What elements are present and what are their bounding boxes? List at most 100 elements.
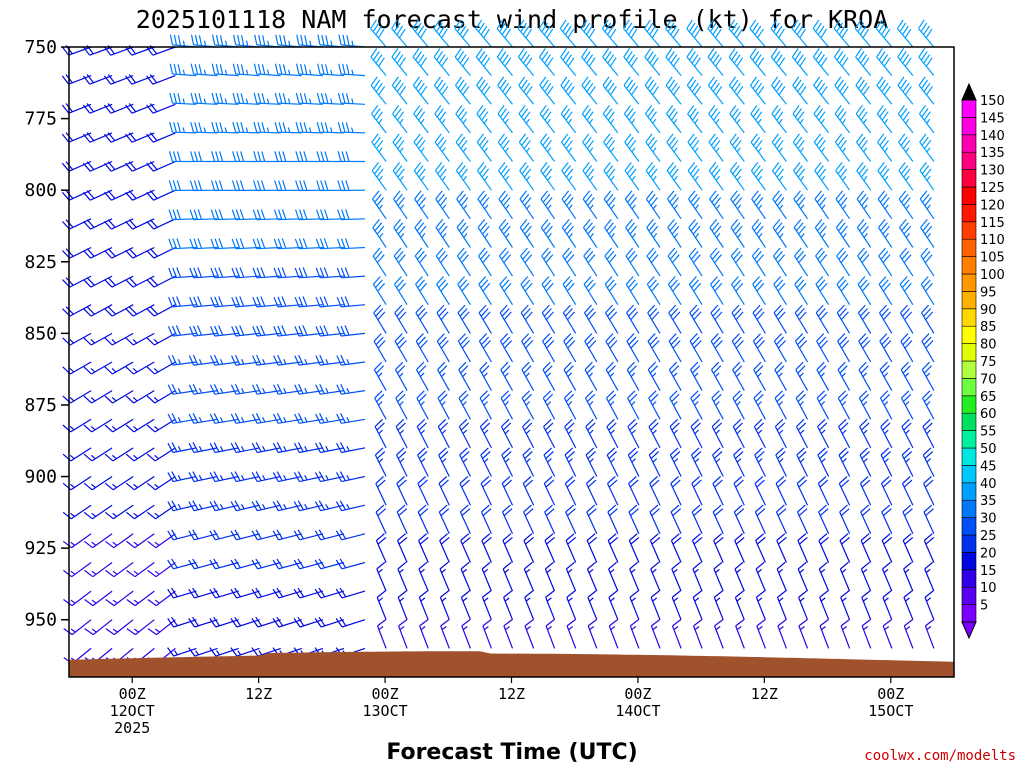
wind-barb <box>669 390 682 420</box>
wind-barb <box>752 304 766 334</box>
wind-barb <box>772 190 787 220</box>
wind-barb <box>105 590 134 607</box>
wind-barb <box>855 105 872 134</box>
wind-barb <box>211 151 239 163</box>
wind-barb <box>836 247 851 277</box>
wind-barb <box>477 162 492 191</box>
wind-barb <box>817 476 830 506</box>
wind-barb <box>230 558 260 570</box>
wind-barb <box>457 333 471 363</box>
wind-barb <box>232 92 260 105</box>
wind-barb <box>707 19 724 48</box>
wind-barb <box>713 561 724 592</box>
colorbar-label: 40 <box>980 477 997 492</box>
wind-barb <box>125 418 155 433</box>
wind-barb <box>336 238 366 250</box>
wind-barb <box>500 418 514 449</box>
wind-barb <box>209 558 239 570</box>
wind-barb <box>314 442 345 454</box>
colorbar-swatch <box>961 99 977 118</box>
wind-barb <box>629 561 640 592</box>
wind-barb <box>477 247 492 277</box>
wind-barb <box>125 74 155 85</box>
wind-barb <box>455 133 471 162</box>
wind-barb <box>604 247 619 277</box>
wind-barb <box>921 333 935 363</box>
wind-barb <box>712 504 724 535</box>
wind-barb <box>315 296 344 308</box>
wind-barb <box>899 304 914 334</box>
wind-barb <box>475 19 492 48</box>
wind-barb <box>458 390 471 420</box>
wind-barb <box>771 76 787 105</box>
wind-barb <box>817 418 830 449</box>
wind-barb <box>646 219 661 248</box>
wind-barb <box>251 471 281 483</box>
wind-barb <box>398 619 408 649</box>
wind-barb <box>169 63 197 77</box>
wind-barb <box>317 63 344 77</box>
wind-barb <box>668 304 682 334</box>
wind-barb <box>650 561 661 592</box>
wind-barb <box>105 562 134 578</box>
wind-barb <box>797 561 809 592</box>
colorbar-swatch <box>961 552 977 571</box>
wind-barb <box>391 76 408 105</box>
wind-barb <box>627 418 640 449</box>
wind-barb <box>776 533 787 563</box>
wind-barb <box>709 190 724 220</box>
wind-barb <box>189 238 218 250</box>
wind-barb <box>460 590 471 620</box>
wind-barb <box>773 333 787 363</box>
wind-barb <box>294 354 323 366</box>
wind-barb <box>477 219 492 248</box>
plot-background <box>69 47 954 677</box>
wind-barb <box>337 180 366 192</box>
wind-barb <box>295 122 323 134</box>
wind-barb <box>230 383 260 395</box>
wind-barb <box>273 267 302 279</box>
wind-barb <box>167 442 197 454</box>
wind-barb <box>734 533 745 563</box>
wind-barb <box>521 361 535 391</box>
wind-barb <box>629 590 640 620</box>
colorbar-label: 80 <box>980 338 997 353</box>
wind-barb <box>542 333 556 363</box>
x-tick-label: 15OCT <box>868 702 913 720</box>
wind-barb <box>433 76 450 105</box>
wind-barb <box>561 162 577 191</box>
wind-barb <box>923 504 935 535</box>
wind-barb <box>371 105 387 134</box>
wind-barb <box>294 267 323 279</box>
wind-barb <box>919 133 935 162</box>
wind-barb <box>563 361 577 391</box>
wind-barb <box>63 590 92 607</box>
wind-barb <box>338 63 366 77</box>
wind-barb <box>272 471 302 483</box>
wind-barb <box>560 76 577 105</box>
wind-barb <box>560 48 577 76</box>
wind-barb <box>818 561 830 592</box>
wind-barb <box>190 92 218 105</box>
wind-barb <box>691 504 703 535</box>
wind-barb <box>542 390 556 420</box>
wind-barb <box>296 34 323 48</box>
wind-barb <box>125 160 155 172</box>
wind-barb <box>879 390 893 420</box>
colorbar-swatch <box>961 291 977 310</box>
wind-barb <box>415 304 429 334</box>
wind-barb <box>457 304 471 334</box>
wind-barb <box>499 333 514 363</box>
wind-barb <box>125 103 155 114</box>
wind-barb <box>211 34 239 48</box>
wind-barb <box>667 247 682 277</box>
wind-barb <box>273 238 302 250</box>
wind-barb <box>833 19 851 48</box>
wind-barb <box>394 361 408 391</box>
wind-barb <box>460 561 471 592</box>
wind-barb <box>481 533 492 563</box>
wind-barb <box>434 162 450 191</box>
wind-barb <box>692 590 703 620</box>
wind-barb <box>669 447 682 477</box>
wind-barb <box>393 247 408 277</box>
